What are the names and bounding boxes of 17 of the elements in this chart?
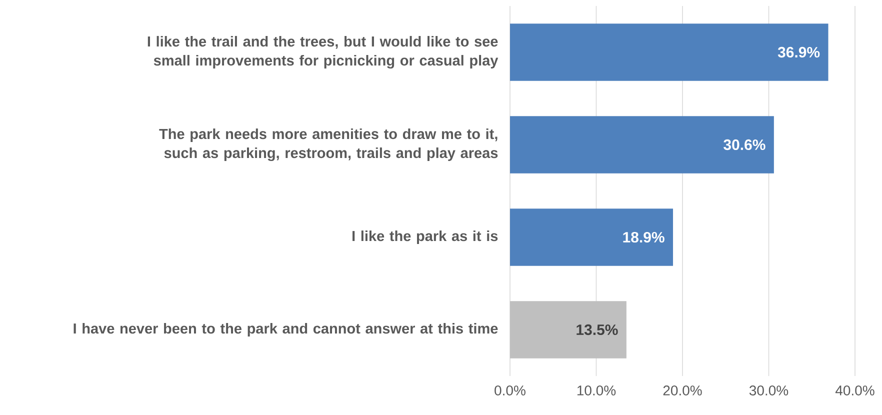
bar [510,301,626,358]
data-label: 36.9% [778,46,820,58]
x-tick-label: 40.0% [835,386,874,396]
x-tick-label: 30.0% [749,386,788,396]
x-tick-label: 0.0% [494,386,526,396]
bar [510,116,774,174]
x-tick-label: 20.0% [663,386,702,396]
bar [510,24,828,81]
data-label: 30.6% [724,139,766,150]
data-label: 13.5% [576,324,618,336]
data-label: 18.9% [623,232,664,243]
x-tick-label: 10.0% [577,386,616,396]
y-tick-label: I like the trail and the trees, but I would like to see small improvements for picnicking or casual play [148,36,498,69]
y-tick-label: I like the park as it is [352,230,498,244]
y-tick-label: I have never been to the park and cannot answer at this time [74,323,498,337]
y-tick-label: The park needs more amenities to draw me to it, such as parking, restroom, trails and play areas [159,128,498,162]
bar [510,208,674,266]
